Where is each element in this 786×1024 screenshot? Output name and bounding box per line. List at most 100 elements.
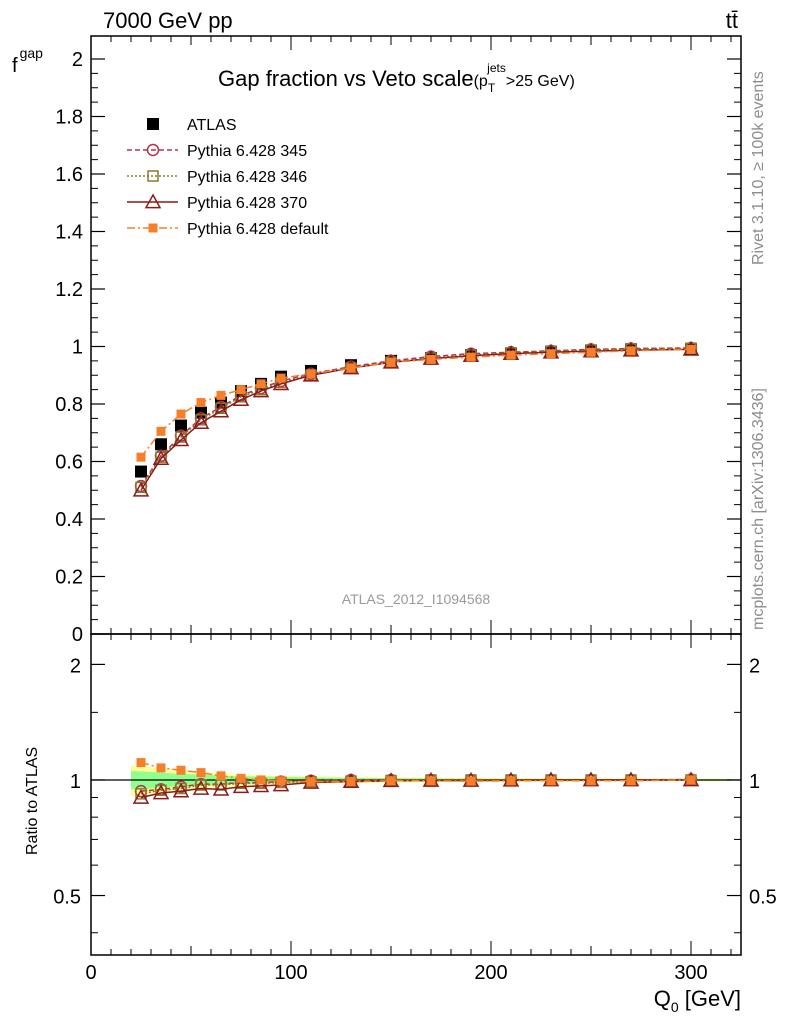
point-pdefault — [176, 409, 186, 419]
mcplots-label: mcplots.cern.ch [arXiv:1306.3436] — [750, 388, 767, 630]
point-p370 — [212, 402, 230, 418]
ratio-point-pdefault — [586, 776, 596, 786]
ratio-point-p370 — [152, 784, 170, 800]
ratio-point-p370 — [232, 778, 250, 794]
ratio-point-pdefault — [426, 776, 436, 786]
ratio-point-p370 — [172, 782, 190, 798]
point-atlas — [175, 419, 187, 432]
point-p370 — [132, 481, 150, 497]
point-p370 — [192, 414, 210, 430]
ratio-point-pdefault — [216, 771, 226, 781]
main-ylabel: fgap — [12, 45, 43, 77]
process-label: tt̄ — [726, 8, 738, 33]
ratio-ytick-label-right: 1 — [749, 771, 760, 793]
ratio-xlabel-tail: [GeV] — [679, 986, 741, 1011]
legend-entry-pdefault: Pythia 6.428 default — [127, 221, 329, 238]
ratio-point-pdefault — [196, 768, 206, 778]
ratio-point-pdefault — [256, 775, 266, 785]
ratio-point-p370 — [192, 779, 210, 795]
point-p370 — [152, 450, 170, 465]
ratio-ytick-label: 2 — [70, 655, 81, 677]
main-ytick-label: 0.4 — [55, 509, 83, 531]
ratio-line-pdefault — [140, 761, 692, 783]
ratio-ytick-label: 0.5 — [53, 887, 81, 909]
main-ytick-label: 0.8 — [55, 394, 83, 416]
legend-entry-p345: Pythia 6.428 345 — [127, 143, 307, 160]
main-title-text: Gap fraction vs Veto scale — [218, 66, 474, 91]
ratio-point-pdefault — [156, 763, 166, 773]
main-title-tail: >25 GeV) — [506, 73, 575, 90]
main-plot-panel: 0 0.2 0.4 0.6 0.8 1 1.2 1.4 1.6 1.8 2 Gap fraction… — [12, 35, 742, 646]
point-p370 — [252, 382, 270, 398]
point-pdefault — [426, 354, 436, 364]
point-pdefault — [346, 363, 356, 373]
point-pdefault — [156, 426, 166, 436]
series-pdefault — [136, 344, 696, 462]
point-pdefault — [216, 390, 226, 400]
ratio-point-pdefault — [176, 765, 186, 775]
ratio-frame — [90, 633, 742, 956]
main-ylabel-text: f — [12, 55, 18, 77]
point-pdefault — [586, 347, 596, 357]
ratio-point-pdefault — [466, 776, 476, 786]
point-pdefault — [306, 369, 316, 379]
series-atlas — [135, 343, 697, 478]
point-pdefault — [276, 373, 286, 383]
main-title-sub: T — [488, 81, 496, 95]
point-pdefault — [136, 452, 146, 462]
main-title: Gap fraction vs Veto scale(pTjets>25 GeV… — [218, 61, 575, 95]
ratio-plot-panel: 0.5 0.51 12 20 100 200 300 Ratio to ATLAS Q0 [… — [24, 633, 777, 1015]
legend-entry-p346: Pythia 6.428 346 — [127, 169, 307, 186]
point-pdefault — [386, 357, 396, 367]
ratio-xtick-label: 100 — [274, 962, 307, 984]
ratio-point-pdefault — [506, 776, 516, 786]
ratio-xtick-label: 300 — [674, 962, 707, 984]
series-p370 — [132, 340, 700, 497]
series-line-pdefault — [140, 348, 692, 458]
point-atlas — [135, 465, 147, 478]
ratio-xlabel-text: Q — [654, 986, 671, 1011]
point-pdefault — [256, 379, 266, 389]
legend-entry-p370: Pythia 6.428 370 — [127, 193, 307, 212]
ratio-ylabel: Ratio to ATLAS — [24, 747, 41, 855]
legend-marker-p345 — [146, 143, 160, 157]
main-ylabel-sub: gap — [20, 45, 44, 61]
legend: ATLAS Pythia 6.428 345 Pythia 6.428 346 Pyt… — [127, 117, 329, 238]
point-pdefault — [546, 349, 556, 359]
energy-label: 7000 GeV pp — [103, 8, 233, 33]
legend-entry-atlas: ATLAS — [147, 117, 237, 134]
ratio-point-pdefault — [306, 777, 316, 787]
ratio-ytick-label-right: 0.5 — [749, 887, 777, 909]
main-title-sup: jets — [486, 61, 506, 75]
ratio-ytick-label: 1 — [70, 771, 81, 793]
main-title-suffix: (p — [474, 73, 488, 90]
main-ytick-label: 0.6 — [55, 452, 83, 474]
ratio-xlabel: Q0 [GeV] — [654, 986, 741, 1015]
main-ytick-label: 0 — [72, 624, 83, 646]
ratio-xtick-label: 0 — [85, 962, 96, 984]
rivet-label: Rivet 3.1.10, ≥ 100k events — [750, 71, 767, 265]
ratio-point-pdefault — [386, 776, 396, 786]
analysis-label: ATLAS_2012_I1094568 — [342, 591, 491, 607]
legend-marker-p370 — [144, 193, 162, 209]
ratio-series — [132, 758, 700, 804]
point-pdefault — [466, 352, 476, 362]
series-p346 — [135, 342, 697, 494]
ratio-point-pdefault — [686, 775, 696, 785]
ratio-xtick-label: 200 — [474, 962, 507, 984]
series-line-p346 — [140, 347, 692, 488]
ratio-ticks: 0.5 0.5 1 1 2 2 0 100 200 300 — [53, 634, 777, 984]
main-ytick-label: 1 — [72, 337, 83, 359]
legend-label-p370: Pythia 6.428 370 — [187, 195, 307, 212]
main-series — [132, 340, 700, 497]
main-ytick-label: 0.2 — [55, 567, 83, 589]
point-p370 — [172, 431, 190, 447]
point-pdefault — [506, 350, 516, 360]
main-ytick-label: 1.6 — [55, 164, 83, 186]
legend-marker-p346 — [147, 170, 159, 182]
legend-label-atlas: ATLAS — [187, 117, 237, 134]
main-ytick-label: 1.2 — [55, 279, 83, 301]
ratio-point-pdefault — [136, 758, 146, 768]
ratio-point-p346 — [135, 788, 147, 800]
